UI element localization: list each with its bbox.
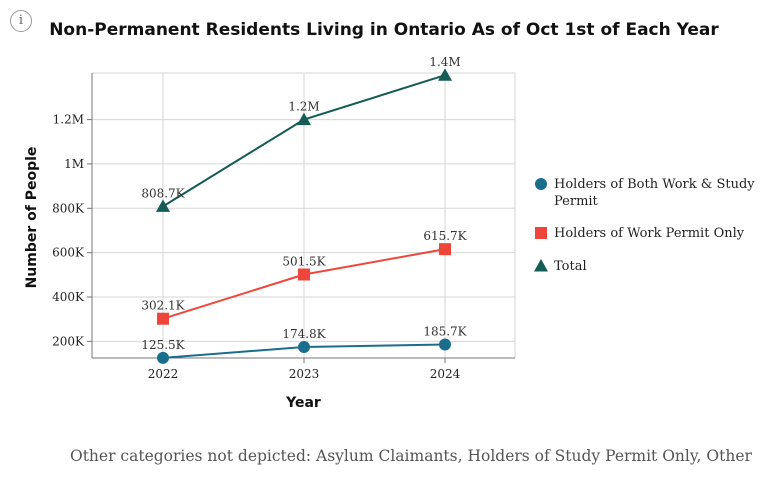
y-tick-label: 1M	[64, 157, 84, 171]
triangle-marker	[438, 68, 452, 81]
y-tick-label: 1.2M	[53, 113, 84, 127]
circle-marker	[157, 351, 169, 364]
series-markers	[156, 68, 452, 364]
data-labels: 125.5K 174.8K 185.7K 302.1K 501.5K 615.7K 808.…	[141, 55, 467, 352]
legend-triangle-icon	[534, 259, 548, 272]
legend: Holders of Both Work & Study Permit Holder…	[534, 177, 755, 274]
data-label: 174.8K	[282, 327, 326, 341]
y-tick-label: 600K	[52, 246, 85, 260]
x-tick-label: 2022	[148, 367, 179, 381]
legend-square-icon	[535, 227, 547, 239]
data-label: 615.7K	[423, 229, 467, 243]
chart-title: Non-Permanent Residents Living in Ontari…	[49, 20, 719, 40]
legend-label: Permit	[554, 194, 599, 209]
data-label: 185.7K	[423, 325, 467, 339]
square-marker	[439, 243, 451, 256]
data-label: 302.1K	[141, 299, 185, 313]
triangle-marker	[156, 199, 170, 212]
x-tick-label: 2024	[430, 367, 461, 381]
data-label: 1.2M	[288, 100, 319, 114]
legend-circle-icon	[535, 178, 547, 190]
square-marker	[298, 268, 310, 281]
data-label: 1.4M	[429, 55, 460, 69]
info-icon[interactable]: i	[10, 10, 32, 32]
y-tick-label: 200K	[52, 334, 85, 348]
footnote: Other categories not depicted: Asylum Cl…	[70, 447, 752, 465]
triangle-marker	[297, 112, 311, 126]
data-label: 125.5K	[141, 338, 185, 352]
y-tick-label: 800K	[52, 201, 85, 215]
y-axis-title: Number of People	[24, 147, 40, 289]
data-label: 808.7K	[141, 186, 185, 200]
legend-label: Holders of Work Permit Only	[554, 226, 745, 241]
legend-label: Total	[554, 259, 587, 274]
x-axis-title: Year	[285, 395, 321, 411]
line-chart: 200K 400K 600K 800K 1M 1.2M 2022 2023 2024 125.5…	[24, 55, 755, 411]
y-tick-label: 400K	[52, 290, 85, 304]
square-marker	[157, 312, 169, 325]
x-tick-label: 2023	[289, 367, 320, 381]
legend-label: Holders of Both Work & Study	[554, 177, 755, 192]
circle-marker	[298, 340, 310, 353]
data-label: 501.5K	[282, 254, 326, 268]
circle-marker	[439, 338, 451, 351]
